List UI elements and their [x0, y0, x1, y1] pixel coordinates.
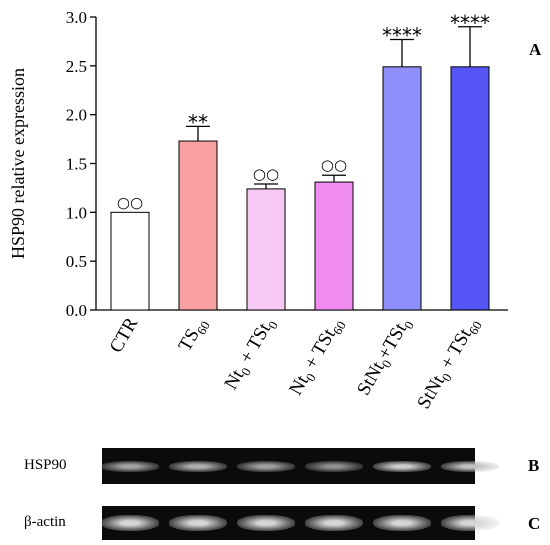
blot-band [373, 515, 431, 531]
blot-band [101, 460, 159, 472]
blot-band [305, 515, 363, 531]
x-tick-label: StNt0​ + TSt60​ [413, 314, 485, 414]
panel-label-a: A [529, 40, 542, 59]
blot-band [237, 515, 295, 531]
significance-label: **** [382, 23, 422, 47]
y-tick-label: 2.0 [66, 106, 87, 125]
blot-band [169, 515, 227, 531]
bar [110, 211, 150, 311]
bar [314, 181, 354, 311]
blot-label-hsp90: HSP90 [24, 457, 67, 473]
y-tick-label: 0.0 [66, 301, 87, 320]
significance-label: ○○ [253, 165, 279, 183]
x-tick-label: TS60​ [175, 314, 213, 356]
y-tick-label: 0.5 [66, 252, 87, 271]
bar [382, 66, 422, 311]
y-tick-label: 1.0 [66, 203, 87, 222]
x-tick-label: CTR [106, 314, 143, 357]
blot-image-hsp90 [101, 448, 499, 484]
y-tick-label: 1.5 [66, 155, 87, 174]
blot-band [305, 460, 363, 472]
significance-label: ○○ [117, 193, 143, 211]
blot-image-beta-actin [101, 506, 499, 540]
blot-band [169, 460, 227, 472]
blot-band [237, 460, 295, 472]
blot-band [373, 460, 431, 472]
bar-chart: 0.0 0.5 1.0 1.5 2.0 2.5 3.0 HSP90 relative expr… [8, 8, 508, 414]
blot-band [441, 460, 499, 472]
blot-band [441, 515, 499, 531]
y-axis-label: HSP90 relative expression [8, 68, 28, 259]
x-tick-label: Nt0​ + TSt0​ [220, 314, 280, 395]
significance-label: ** [188, 110, 208, 134]
bar [450, 66, 490, 311]
y-tick-label: 2.5 [66, 57, 87, 76]
x-tick-label: Nt0​ + TSt60​ [285, 314, 349, 400]
significance-label: ○○ [321, 156, 347, 174]
significance-label: **** [450, 11, 490, 35]
blot-label-beta-actin: β-actin [24, 514, 66, 530]
bar [246, 188, 286, 311]
panel-label-c: C [528, 514, 541, 533]
blot-band [101, 515, 159, 531]
panel-label-b: B [528, 456, 540, 475]
x-tick-label: StNt0​+TSt0​ [353, 314, 417, 401]
y-tick-label: 3.0 [66, 8, 87, 27]
bar [178, 140, 218, 311]
